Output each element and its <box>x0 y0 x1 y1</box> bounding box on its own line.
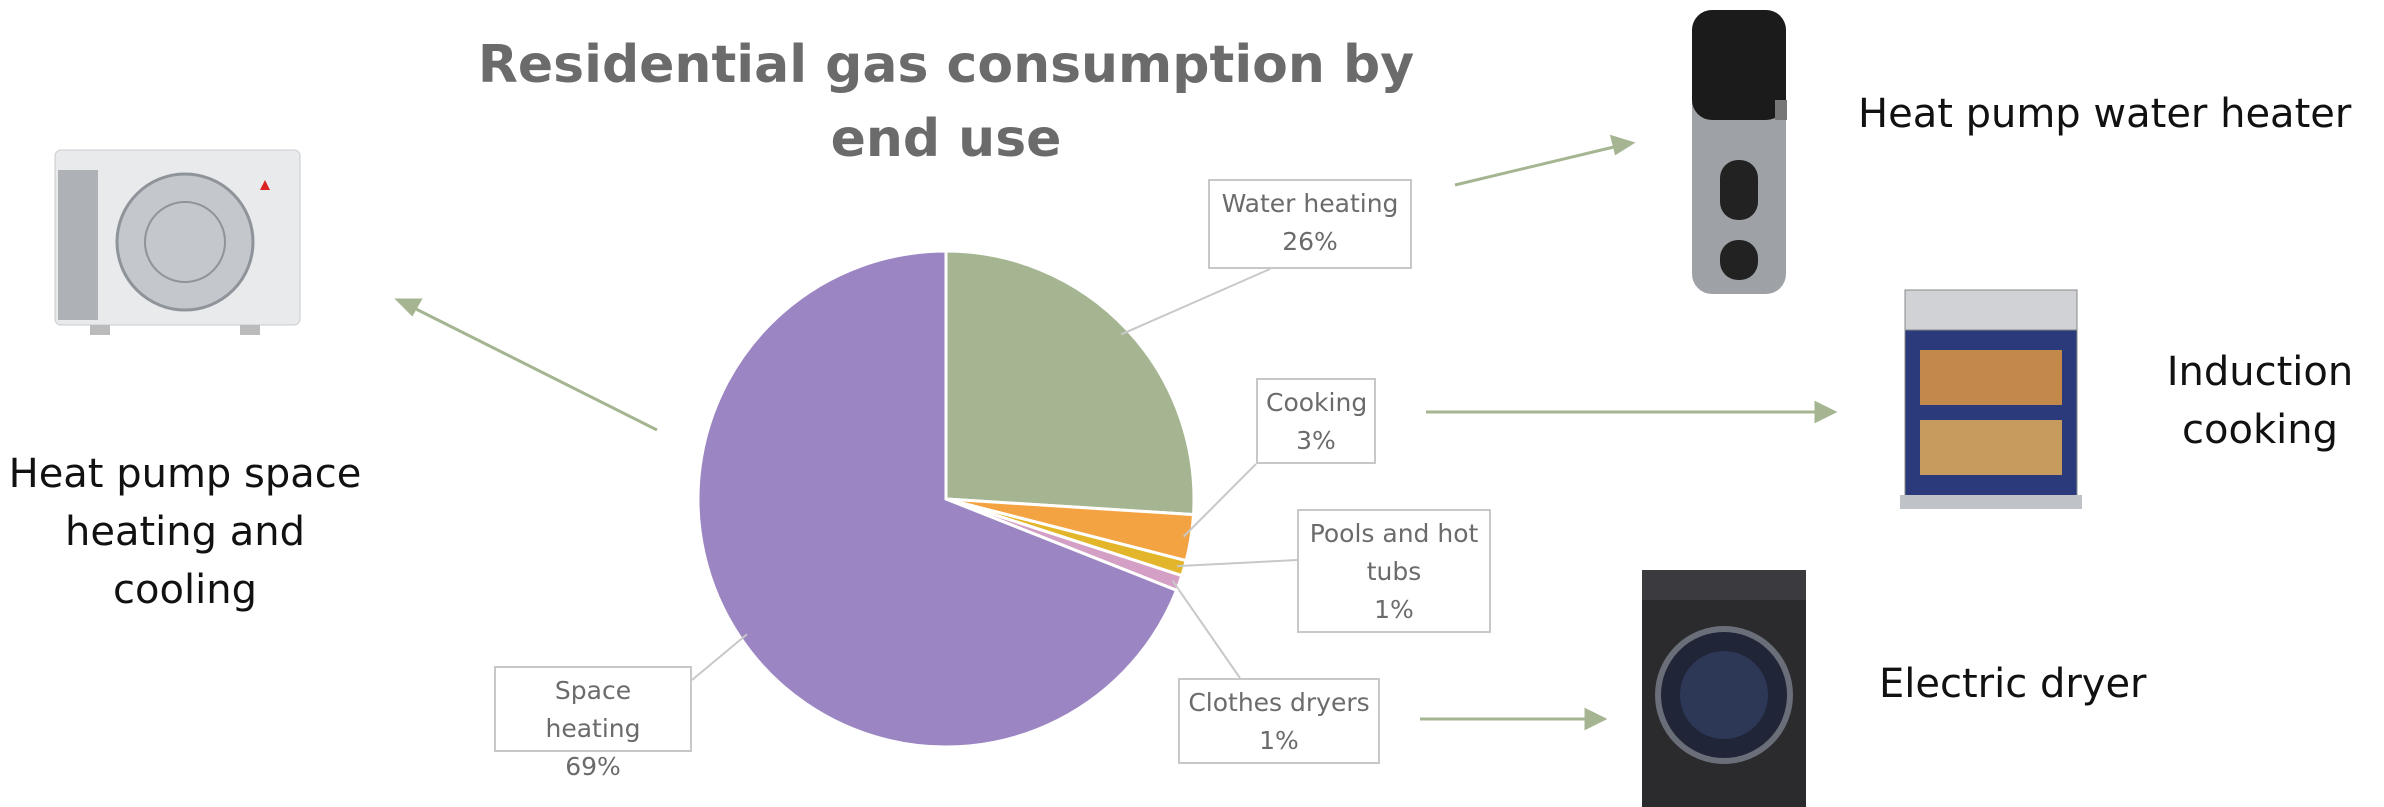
oven-image <box>1900 289 2082 509</box>
data-label: Cooking 3% <box>1256 378 1376 464</box>
data-label: Pools and hot tubs 1% <box>1297 509 1491 633</box>
leader-line <box>1182 463 1257 538</box>
dryer-image <box>1642 570 1806 807</box>
value-label: 1% <box>1374 595 1414 624</box>
leader-line <box>1171 579 1241 679</box>
category-label: Pools and hot tubs <box>1309 519 1479 586</box>
chart-title: Residential gas consumption by end use <box>477 35 1415 169</box>
category-label: Cooking <box>1266 388 1368 417</box>
category-label: Water heating <box>1221 189 1399 218</box>
category-label: Clothes dryers <box>1188 688 1370 717</box>
arrows <box>394 134 1838 731</box>
annotation: Heat pump water heater <box>1858 91 2352 137</box>
category-label: Space heating <box>545 676 641 743</box>
value-label: 26% <box>1282 227 1338 256</box>
value-label: 69% <box>565 752 621 781</box>
data-label: Water heating 26% <box>1208 179 1412 269</box>
water-heater-image <box>1692 10 1787 294</box>
data-label: Clothes dryers 1% <box>1178 678 1380 764</box>
annotation: Heat pump space heating and cooling <box>8 451 362 613</box>
leader-line <box>691 633 748 681</box>
leader-line <box>1176 559 1298 568</box>
ac-unit-image <box>54 149 301 335</box>
annotation: Electric dryer <box>1879 661 2147 707</box>
data-label: Space heating 69% <box>494 666 692 781</box>
annotation: Induction cooking <box>2166 349 2354 453</box>
pie-slice <box>944 249 1196 517</box>
leader-line <box>1120 268 1271 336</box>
value-label: 3% <box>1296 426 1336 455</box>
value-label: 1% <box>1259 726 1299 755</box>
